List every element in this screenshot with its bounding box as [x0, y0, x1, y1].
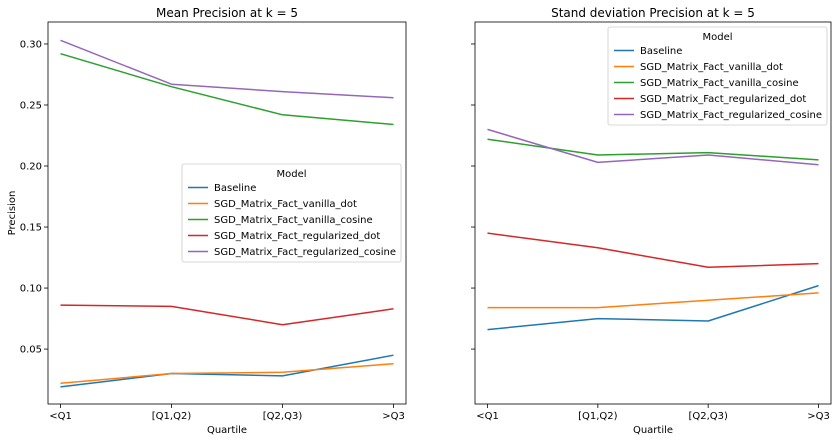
series-line-2: [60, 362, 394, 385]
series-line-1: [60, 354, 394, 388]
x-tick-label: >Q3: [807, 411, 830, 422]
y-tick-label: 0.15: [20, 223, 42, 234]
x-tick-label: [Q2,Q3): [263, 411, 303, 422]
legend-box: [181, 163, 402, 263]
legend-label: SGD_Matrix_Fact_vanilla_dot: [214, 199, 357, 210]
legend-label: SGD_Matrix_Fact_vanilla_cosine: [214, 215, 373, 226]
series-line-5: [487, 128, 819, 166]
y-tick-label: 0.30: [20, 39, 42, 50]
legend-label: SGD_Matrix_Fact_vanilla_cosine: [640, 78, 799, 89]
plot-frame: [47, 21, 407, 405]
x-tick-label: [Q1,Q2): [152, 411, 192, 422]
y-tick-label: 0.05: [20, 345, 42, 356]
series-line-5: [60, 39, 394, 99]
x-axis-label: Quartile: [207, 425, 247, 436]
x-tick-label: <Q1: [476, 411, 499, 422]
chart-panel-1: Mean Precision at k = 5 0.05 0.10 0.15 0.20 0…: [7, 6, 407, 436]
legend-label: Baseline: [214, 183, 256, 194]
legend-label: SGD_Matrix_Fact_vanilla_dot: [640, 62, 783, 73]
plot-frame: [474, 21, 832, 405]
x-tick-label: <Q1: [49, 411, 72, 422]
legend-title: Model: [702, 32, 732, 43]
x-tick-label: [Q2,Q3): [688, 411, 728, 422]
series-line-4: [487, 232, 819, 269]
legend-label: SGD_Matrix_Fact_regularized_dot: [214, 231, 380, 242]
x-tick-label: [Q1,Q2): [578, 411, 618, 422]
legend-title: Model: [276, 169, 306, 180]
series-line-3: [60, 52, 394, 126]
y-axis-label: Precision: [7, 191, 18, 236]
y-tick-label: 0.20: [20, 162, 42, 173]
legend: Model Baseline SGD_Matrix_Fact_vanilla_dot…: [181, 163, 402, 263]
legend-label: SGD_Matrix_Fact_regularized_dot: [640, 94, 806, 105]
legend-box: [607, 26, 828, 126]
chart-title: Stand deviation Precision at k = 5: [551, 6, 755, 20]
legend: Model Baseline SGD_Matrix_Fact_vanilla_dot…: [607, 26, 828, 126]
chart-panel-2: Stand deviation Precision at k = 5 <Q1 [Q1…: [471, 6, 832, 436]
series-line-2: [487, 292, 819, 309]
legend-label: SGD_Matrix_Fact_regularized_cosine: [214, 247, 396, 258]
chart-title: Mean Precision at k = 5: [156, 6, 298, 20]
y-tick-label: 0.25: [20, 100, 42, 111]
series-line-3: [487, 138, 819, 161]
series-line-4: [60, 304, 394, 326]
series-line-1: [487, 284, 819, 331]
x-tick-label: >Q3: [382, 411, 405, 422]
y-tick-label: 0.10: [20, 284, 42, 295]
legend-label: Baseline: [640, 46, 682, 57]
x-axis-label: Quartile: [633, 425, 673, 436]
legend-label: SGD_Matrix_Fact_regularized_cosine: [640, 110, 822, 121]
